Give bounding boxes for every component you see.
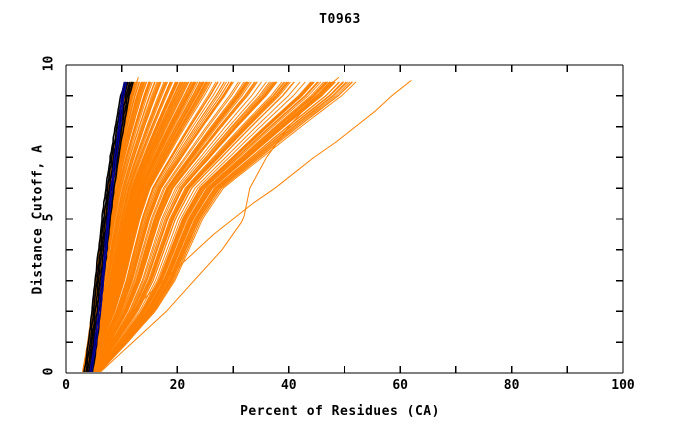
model-curve-orange (91, 81, 262, 372)
model-curve-orange (85, 81, 181, 372)
y-tick-label: 10 (41, 55, 57, 72)
curves-layer (82, 76, 412, 372)
x-tick-label: 0 (62, 378, 70, 393)
x-tick-label: 100 (611, 378, 635, 393)
chart-title: T0963 (319, 12, 361, 27)
model-curve-orange (88, 81, 225, 372)
model-curve-orange (93, 81, 289, 372)
model-curve-orange (85, 81, 185, 372)
model-curve-orange (92, 81, 285, 372)
model-curve-orange (90, 81, 245, 372)
model-curve-orange (97, 81, 348, 372)
model-curve-orange (91, 81, 267, 372)
model-curve-orange (94, 81, 301, 372)
highlight-curve-blue (90, 81, 127, 372)
model-curve-orange (96, 81, 340, 372)
model-curve-orange (97, 81, 353, 372)
model-curve-orange (95, 81, 312, 372)
x-tick-label: 60 (392, 378, 409, 393)
model-curve-orange (96, 81, 335, 372)
highlight-curve-blue (89, 81, 126, 372)
x-tick-label: 40 (280, 378, 297, 393)
model-curve-orange (94, 81, 312, 372)
model-curve-orange (89, 81, 239, 372)
model-curve-orange (86, 81, 190, 372)
x-axis-label: Percent of Residues (CA) (240, 404, 440, 419)
x-tick-label: 80 (503, 378, 520, 393)
model-curve-orange (90, 81, 256, 372)
model-curve-orange (88, 81, 219, 372)
model-curve-orange (98, 81, 357, 372)
model-curve-orange (90, 81, 252, 372)
model-curve-orange (92, 81, 283, 372)
y-tick-label: 5 (41, 213, 57, 222)
axes-frame-layer (65, 64, 624, 374)
model-curve-orange (87, 81, 211, 372)
model-curve-orange (86, 81, 187, 372)
model-curve-orange (85, 81, 177, 372)
model-curve-orange (86, 81, 195, 372)
model-curve-orange (87, 81, 203, 372)
reference-curve-black (85, 81, 128, 372)
model-curve-orange (90, 81, 241, 372)
model-curve-orange (85, 81, 183, 372)
reference-curve-black (83, 81, 126, 372)
model-curve-orange (93, 81, 295, 372)
model-curve-outlier-0 (91, 80, 412, 372)
model-curve-orange (89, 81, 232, 372)
model-curve-orange (95, 81, 318, 372)
y-tick-label: 0 (41, 367, 57, 376)
model-curve-orange (92, 81, 277, 372)
model-curve-outlier-1 (99, 76, 340, 372)
model-curve-orange (96, 81, 327, 372)
x-tick-label: 20 (169, 378, 186, 393)
model-curve-orange (95, 81, 325, 372)
model-curve-orange (87, 81, 202, 372)
